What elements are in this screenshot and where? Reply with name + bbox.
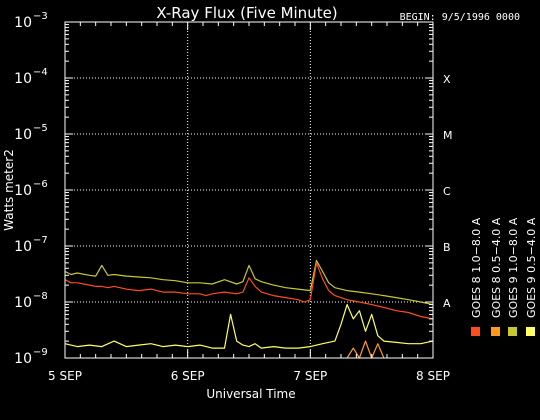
legend-entry: GOES 9 0.5−4.0 A [525,217,538,318]
grid-lines [65,22,433,358]
x-tick-label: 8 SEP [416,369,450,383]
y-tick-exponent: −7 [33,235,48,246]
y-tick-exponent: −5 [33,123,48,134]
legend-swatch [471,327,480,336]
x-axis-ticks: 5 SEP 6 SEP 7 SEP 8 SEP [48,22,450,383]
y-tick-exponent: −3 [33,11,48,22]
y-tick-exponent: −8 [33,291,48,302]
chart-title: X-Ray Flux (Five Minute) [156,4,337,22]
flare-class-labels: X M C B A [443,73,453,310]
x-tick-label: 6 SEP [171,369,205,383]
y-tick-label: 10 [14,127,32,143]
y-axis-ticks: 10−910−810−710−610−510−410−3 [14,11,433,367]
y-tick-exponent: −9 [33,347,48,358]
flare-class-c: C [443,185,451,198]
legend-swatch [491,327,500,336]
y-tick-label: 10 [14,351,32,367]
y-tick-label: 10 [14,183,32,199]
flare-class-m: M [443,129,453,142]
flare-class-b: B [443,241,451,254]
legend-swatch [526,327,535,336]
y-tick-exponent: −4 [33,67,48,78]
y-tick-label: 10 [14,15,32,31]
legend: GOES 8 1.0−8.0 A GOES 8 0.5−4.0 A GOES 9 1… [470,217,538,336]
series-line-1 [64,262,434,320]
y-axis-label: Watts meter2 [2,149,16,231]
x-tick-label: 7 SEP [293,369,327,383]
legend-swatch [508,327,517,336]
y-tick-exponent: −6 [33,179,48,190]
legend-entry: GOES 9 1.0−8.0 A [507,217,520,318]
flare-class-a: A [443,297,451,310]
series-line-3 [64,259,434,306]
legend-entry: GOES 8 1.0−8.0 A [470,217,483,318]
begin-label: BEGIN: 9/5/1996 0000 [400,12,520,23]
x-tick-label: 5 SEP [48,369,82,383]
flare-class-x: X [443,73,451,86]
series-line-2 [346,340,385,359]
x-axis-label: Universal Time [206,387,295,401]
y-tick-label: 10 [14,239,32,255]
y-tick-label: 10 [14,71,32,87]
y-tick-label: 10 [14,295,32,311]
series-layer [64,259,434,359]
legend-entry: GOES 8 0.5−4.0 A [490,217,503,318]
series-line-4 [64,304,434,349]
